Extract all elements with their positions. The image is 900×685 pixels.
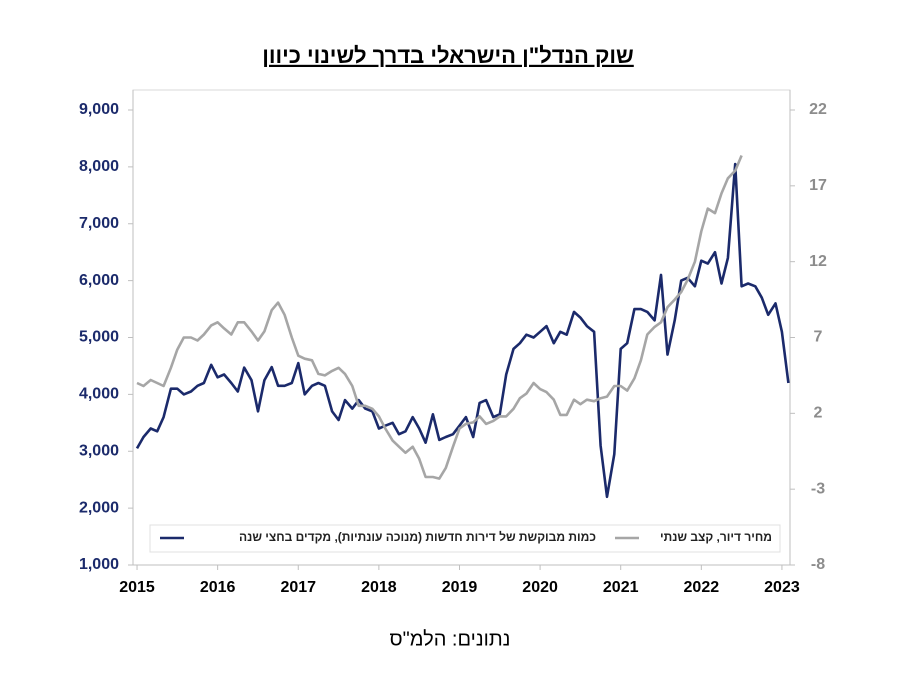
y-tick-label: 4,000 [79, 386, 119, 403]
x-tick-label: 2019 [442, 579, 478, 596]
x-tick-label: 2017 [280, 579, 316, 596]
y-tick-label: 9,000 [79, 101, 119, 118]
y2-tick-label: 7 [814, 329, 823, 346]
legend-label: כמות מבוקשת של דירות חדשות (מנוכה עונתיו… [239, 530, 596, 544]
x-tick-label: 2020 [522, 579, 558, 596]
x-tick-label: 2015 [119, 579, 155, 596]
source-note: נתונים: הלמ"ס [390, 628, 511, 650]
x-tick-label: 2021 [603, 579, 639, 596]
y-tick-label: 8,000 [79, 158, 119, 175]
y2-tick-label: 22 [809, 101, 827, 118]
y-tick-label: 5,000 [79, 329, 119, 346]
y-tick-label: 7,000 [79, 215, 119, 232]
y2-tick-label: 12 [809, 253, 827, 270]
y2-tick-label: 17 [809, 177, 827, 194]
plot-frame [132, 89, 791, 566]
chart-title: שוק הנדל"ן הישראלי בדרך לשינוי כיוון [262, 43, 634, 68]
y-tick-label: 2,000 [79, 499, 119, 516]
y-tick-label: 6,000 [79, 272, 119, 289]
series-line [136, 154, 743, 480]
y2-tick-label: -3 [811, 480, 825, 497]
y2-tick-label: 2 [814, 405, 823, 422]
x-tick-label: 2023 [764, 579, 800, 596]
y-tick-label: 3,000 [79, 442, 119, 459]
x-tick-label: 2018 [361, 579, 397, 596]
legend-box [149, 524, 781, 553]
y-tick-label: 1,000 [79, 556, 119, 573]
y2-tick-label: -8 [811, 556, 825, 573]
legend-label: מחיר דיור, קצב שנתי [660, 530, 772, 544]
x-tick-label: 2022 [684, 579, 720, 596]
x-tick-label: 2016 [200, 579, 236, 596]
series-line [135, 162, 790, 499]
